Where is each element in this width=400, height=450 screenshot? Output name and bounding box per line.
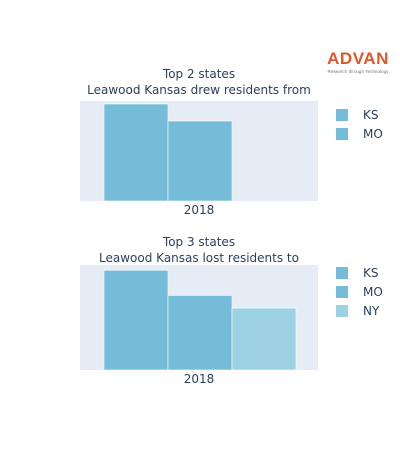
legend-label-ks: KS bbox=[363, 266, 379, 280]
legend-swatch-mo bbox=[336, 286, 348, 298]
bar-mo bbox=[167, 295, 233, 371]
legend-swatch-ks bbox=[336, 109, 348, 121]
x-tick-label: 2018 bbox=[184, 203, 215, 217]
legend-swatch-ny bbox=[336, 305, 348, 317]
legend-label-mo: MO bbox=[363, 127, 383, 141]
chart-title-line: Top 3 states bbox=[162, 235, 235, 249]
chart-title-line: Leawood Kansas lost residents to bbox=[99, 251, 299, 265]
bar-ny bbox=[231, 307, 297, 371]
advan-logo: ADVAN Research through Technology bbox=[322, 50, 394, 80]
legend-swatch-mo bbox=[336, 128, 348, 140]
bar-ks bbox=[103, 103, 169, 202]
bar-ks bbox=[103, 269, 169, 371]
bar-mo bbox=[167, 120, 233, 202]
chart-title-line: Top 2 states bbox=[162, 67, 235, 81]
advan-logo-tagline: Research through Technology bbox=[327, 69, 389, 74]
advan-logo-text: ADVAN bbox=[327, 49, 389, 68]
x-tick-label: 2018 bbox=[184, 372, 215, 386]
legend-swatch-ks bbox=[336, 267, 348, 279]
legend-label-ny: NY bbox=[363, 304, 380, 318]
legend-label-mo: MO bbox=[363, 285, 383, 299]
chart-title-line: Leawood Kansas drew residents from bbox=[87, 83, 311, 97]
legend-label-ks: KS bbox=[363, 108, 379, 122]
